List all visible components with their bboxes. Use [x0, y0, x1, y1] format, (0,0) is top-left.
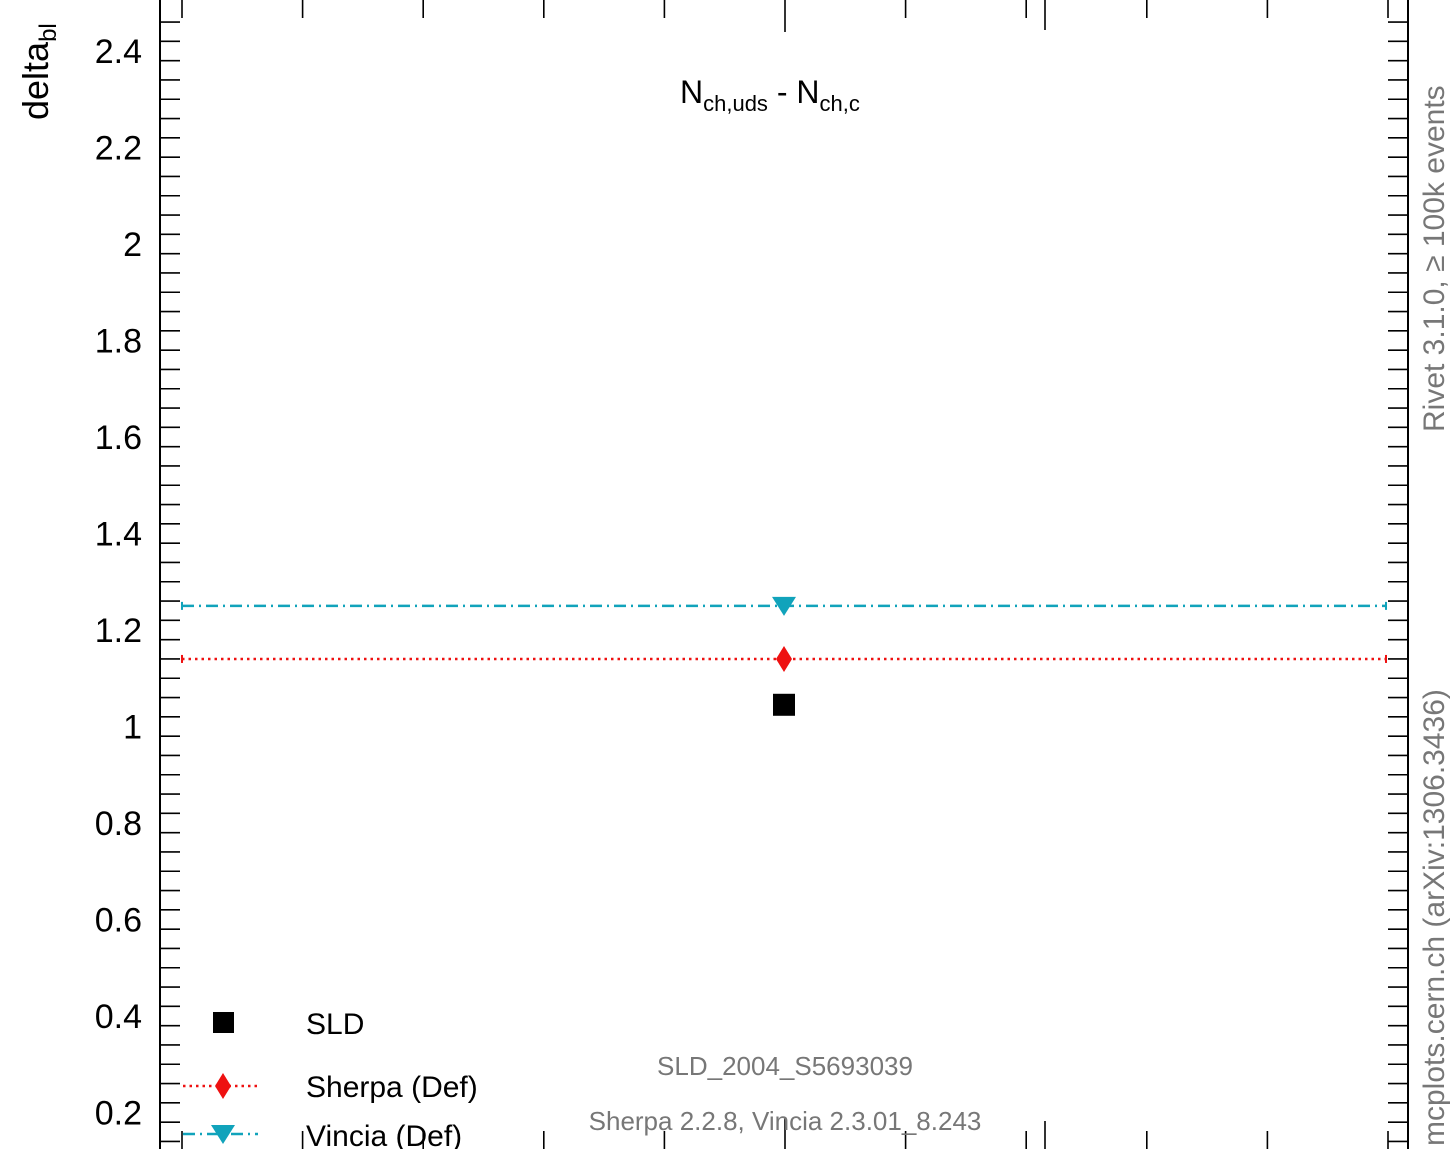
generators-label: Sherpa 2.2.8, Vincia 2.3.01_8.243	[589, 1106, 982, 1136]
y-tick-label: 1.6	[95, 419, 142, 457]
data-series	[181, 596, 1387, 716]
rivet-version-label: Rivet 3.1.0, ≥ 100k events	[1418, 85, 1451, 432]
legend-entry-sherpa: Sherpa (Def)	[183, 1071, 478, 1104]
y-tick-label: 1.8	[95, 323, 142, 361]
legend-marker-square	[213, 1012, 234, 1033]
sherpa-data-point	[776, 645, 792, 672]
y-tick-label: 2	[123, 226, 142, 264]
y-tick-label: 0.8	[95, 805, 142, 843]
legend-marker-diamond	[215, 1073, 231, 1099]
legend-label: SLD	[306, 1008, 364, 1041]
legend: SLD Sherpa (Def) Vincia (Def)	[183, 1008, 478, 1149]
plot-annotation: Nch,uds - Nch,c	[680, 74, 860, 116]
vincia-data-point	[772, 596, 796, 616]
y-tick-label: 1	[123, 709, 142, 747]
x-axis	[181, 0, 1389, 1149]
y-tick-label: 0.6	[95, 902, 142, 940]
legend-label: Vincia (Def)	[306, 1120, 462, 1149]
y-tick-label: 0.4	[95, 998, 142, 1036]
y-tick-label: 1.2	[95, 612, 142, 650]
y-tick-label: 2.4	[95, 33, 142, 71]
sld-data-point	[773, 693, 795, 716]
legend-label: Sherpa (Def)	[306, 1071, 478, 1104]
mcplots-label: mcplots.cern.ch (arXiv:1306.3436)	[1418, 689, 1451, 1146]
y-tick-label: 2.2	[95, 130, 142, 168]
plot-frame	[159, 0, 1409, 1149]
y-axis: 0.2 0.4 0.6 0.8 1 1.2 1.4 1.6 1.8 2 2.2 2.4	[95, 21, 1408, 1143]
analysis-label: SLD_2004_S5693039	[657, 1051, 913, 1081]
y-tick-label: 0.2	[95, 1095, 142, 1133]
y-axis-label: deltabl	[15, 23, 62, 120]
legend-entry-sld: SLD	[213, 1008, 364, 1041]
legend-entry-vincia: Vincia (Def)	[183, 1120, 462, 1149]
legend-marker-triangle-down	[211, 1125, 235, 1144]
y-tick-label: 1.4	[95, 516, 142, 554]
